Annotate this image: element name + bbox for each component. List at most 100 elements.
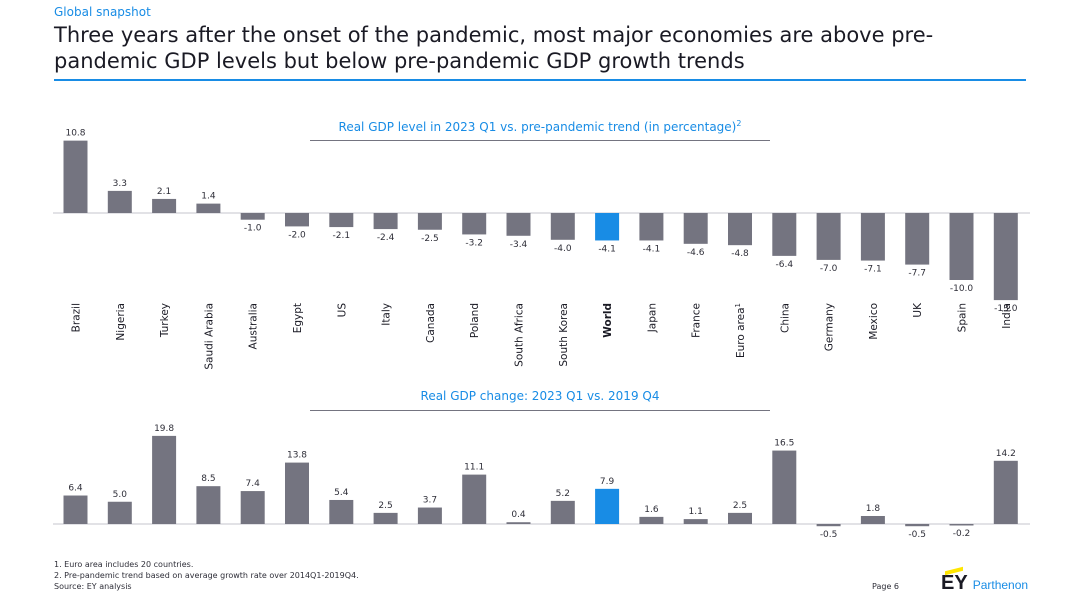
chart0-bar-canada <box>417 213 442 230</box>
chart1-value-label-india: 14.2 <box>996 449 1016 459</box>
chart0-value-label-spain: -10.0 <box>950 284 974 294</box>
category-label-canada: Canada <box>425 303 437 343</box>
chart-title-change: Real GDP change: 2023 Q1 vs. 2019 Q4 <box>310 389 770 403</box>
chart1-value-label-saudi-arabia: 8.5 <box>201 474 215 484</box>
chart0-value-label-egypt: -2.0 <box>288 230 306 240</box>
title-divider <box>54 79 1026 81</box>
footnotes: 1. Euro area includes 20 countries. 2. P… <box>54 559 359 592</box>
source-note: Source: EY analysis <box>54 582 132 591</box>
chart1-bar-india <box>993 460 1018 524</box>
chart1-bar-egypt <box>285 462 309 524</box>
chart1-value-label-italy: 2.5 <box>378 501 392 511</box>
chart1-value-label-south-korea: 5.2 <box>556 489 570 499</box>
logo-text: Parthenon <box>972 578 1029 592</box>
category-label-france: France <box>691 303 703 338</box>
chart0-bar-japan <box>639 213 664 241</box>
chart0-value-label-india: -13.0 <box>994 304 1018 314</box>
chart1-value-label-germany: -0.5 <box>820 530 838 540</box>
chart0-value-label-japan: -4.1 <box>643 244 661 254</box>
category-footnote-marker: 1 <box>734 303 742 307</box>
chart0-value-label-china: -6.4 <box>776 260 794 270</box>
chart0-bar-australia <box>240 213 265 220</box>
category-label-south-korea: South Korea <box>558 303 570 367</box>
category-label-germany: Germany <box>824 303 836 351</box>
chart1-value-label-mexico: 1.8 <box>866 504 881 514</box>
category-label-nigeria: Nigeria <box>115 303 127 341</box>
chart1-bar-south-korea <box>550 500 575 524</box>
chart1-value-label-france: 1.1 <box>689 507 703 517</box>
chart0-value-label-us: -2.1 <box>333 231 351 241</box>
chart0-bar-italy <box>373 213 398 230</box>
chart0-bar-germany <box>816 213 841 260</box>
chart1-bar-saudi-arabia <box>196 486 221 524</box>
chart1-value-label-brazil: 6.4 <box>68 484 83 494</box>
category-label-south-africa: South Africa <box>514 303 526 367</box>
chart-title-level-rule <box>310 140 770 141</box>
chart0-value-label-brazil: 10.8 <box>65 129 85 139</box>
chart1-value-label-japan: 1.6 <box>644 505 659 515</box>
category-label-japan: Japan <box>646 303 658 333</box>
chart1-bar-australia <box>240 491 265 524</box>
chart0-value-label-saudi-arabia: 1.4 <box>201 192 216 202</box>
chart0-bar-india <box>993 213 1018 301</box>
section-label: Global snapshot <box>54 5 151 19</box>
footnote-1: 1. Euro area includes 20 countries. <box>54 560 194 569</box>
chart0-value-label-australia: -1.0 <box>244 224 262 234</box>
chart1-bar-china <box>772 450 797 524</box>
chart0-bar-mexico <box>860 213 885 261</box>
chart0-bar-china <box>772 213 797 256</box>
chart1-value-label-nigeria: 5.0 <box>113 490 128 500</box>
page-number: Page 6 <box>872 582 899 591</box>
chart0-bar-egypt <box>285 213 309 227</box>
category-label-euro-area: Euro area1 <box>734 303 747 358</box>
chart1-value-label-south-africa: 0.4 <box>511 510 526 520</box>
chart0-value-label-south-korea: -4.0 <box>554 244 572 254</box>
chart0-bar-nigeria <box>107 190 132 213</box>
chart-title-change-text: Real GDP change: 2023 Q1 vs. 2019 Q4 <box>420 389 660 403</box>
chart1-value-label-spain: -0.2 <box>953 529 971 539</box>
chart0-bar-saudi-arabia <box>196 203 221 213</box>
chart1-bar-canada <box>417 507 442 524</box>
chart1-value-label-poland: 11.1 <box>464 463 484 473</box>
chart0-bar-brazil <box>63 140 88 213</box>
chart0-value-label-uk: -7.7 <box>908 269 926 279</box>
chart0-bar-france <box>683 213 708 244</box>
chart0-bar-poland <box>462 213 487 235</box>
chart1-bar-nigeria <box>107 501 132 524</box>
chart1-bar-spain <box>949 524 974 526</box>
chart0-bar-south-korea <box>550 213 575 240</box>
ey-parthenon-logo: EY Parthenon <box>941 566 1029 593</box>
chart0-value-label-nigeria: 3.3 <box>113 179 127 189</box>
category-label-us: US <box>336 303 348 318</box>
chart1-value-label-us: 5.4 <box>334 488 349 498</box>
chart1-bar-france <box>683 519 708 524</box>
chart1-bar-mexico <box>860 515 885 524</box>
category-label-italy: Italy <box>381 303 393 326</box>
chart-title-level-text: Real GDP level in 2023 Q1 vs. pre-pandem… <box>338 120 737 134</box>
category-label-spain: Spain <box>957 303 969 332</box>
footnote-2: 2. Pre-pandemic trend based on average g… <box>54 571 359 580</box>
chart1-bar-world <box>595 488 620 524</box>
chart-title-change-rule <box>310 410 770 411</box>
chart0-value-label-canada: -2.5 <box>421 234 439 244</box>
category-label-australia: Australia <box>248 303 260 349</box>
chart1-value-label-china: 16.5 <box>774 439 794 449</box>
chart1-value-label-turkey: 19.8 <box>154 424 174 434</box>
chart1-bar-japan <box>639 516 664 524</box>
chart0-value-label-mexico: -7.1 <box>864 265 882 275</box>
chart1-value-label-euro-area: 2.5 <box>733 501 747 511</box>
chart0-value-label-south-africa: -3.4 <box>510 240 528 250</box>
category-label-india: India <box>1001 303 1013 329</box>
category-label-turkey: Turkey <box>159 303 171 338</box>
chart-title-footnote-marker: 2 <box>736 119 742 128</box>
chart0-bar-uk <box>905 213 930 265</box>
chart1-bar-turkey <box>152 435 177 524</box>
chart1-bar-italy <box>373 512 398 524</box>
chart0-bar-world <box>595 213 620 241</box>
chart0-value-label-turkey: 2.1 <box>157 187 171 197</box>
chart0-bar-south-africa <box>506 213 531 236</box>
chart0-bar-us <box>329 213 354 228</box>
chart1-bar-euro-area <box>728 512 752 524</box>
chart0-value-label-france: -4.6 <box>687 248 705 258</box>
category-label-poland: Poland <box>469 303 481 338</box>
